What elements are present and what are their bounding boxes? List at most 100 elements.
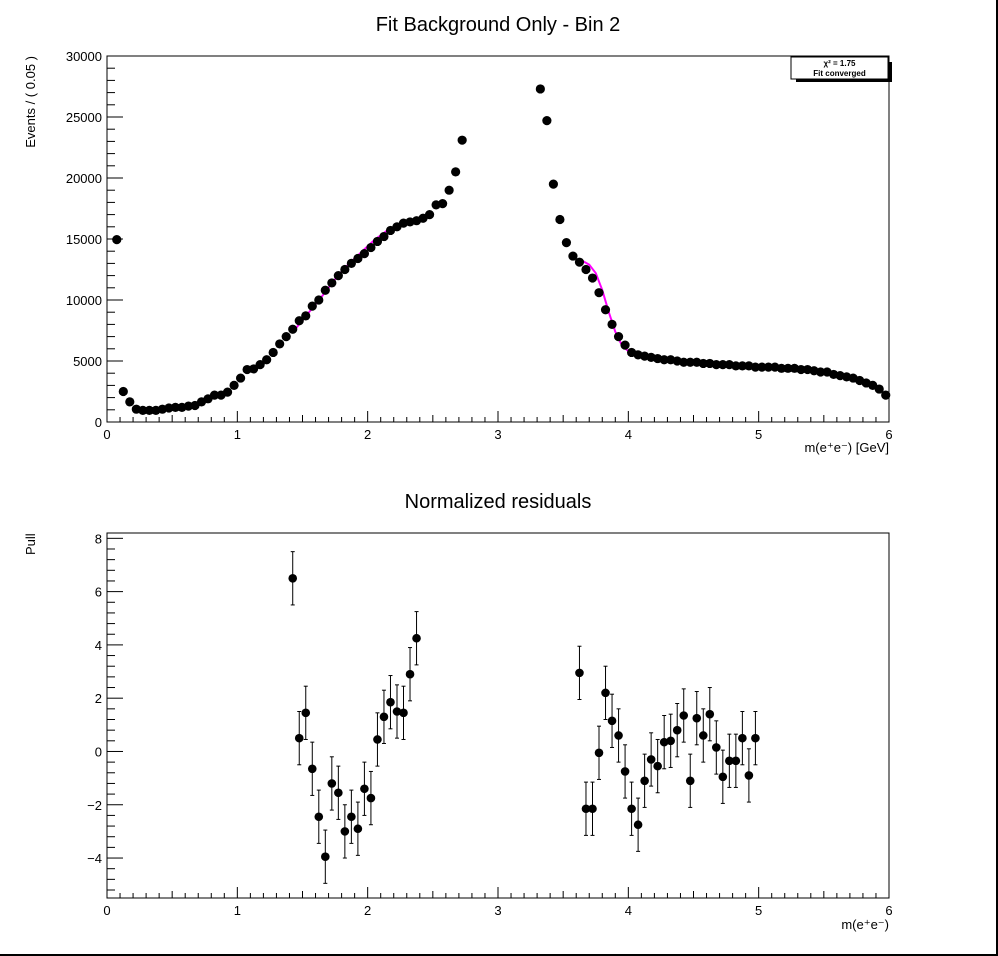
data-point — [327, 278, 337, 288]
pull-point — [353, 824, 363, 834]
bottom-panel: Normalized residuals 0 1 2 3 4 5 6 −4 −2 0 2 4 6 8 m(… — [23, 491, 893, 932]
top-y-tick-label: 15000 — [66, 232, 102, 247]
data-point — [718, 360, 728, 370]
data-point — [815, 367, 826, 377]
pull-point — [679, 711, 689, 720]
data-point — [288, 324, 298, 334]
pull-point — [588, 804, 597, 814]
pull-point — [581, 804, 591, 814]
pull-point — [725, 756, 734, 766]
data-point — [698, 358, 708, 369]
pull-point — [373, 735, 382, 744]
data-point — [685, 357, 695, 367]
bottom-y-tick-label: 2 — [95, 691, 102, 706]
data-point — [457, 135, 467, 145]
bottom-axes: 0 1 2 3 4 5 6 −4 −2 0 2 4 6 8 — [87, 531, 892, 918]
pull-point — [646, 755, 656, 764]
data-point — [340, 264, 350, 275]
pull-point — [653, 761, 662, 771]
top-y-axis-label: Events / ( 0.05 ) — [23, 56, 38, 148]
data-point — [783, 363, 793, 373]
top-x-tick-label: 1 — [234, 427, 241, 442]
pull-point — [307, 764, 317, 774]
pull-point — [659, 737, 669, 747]
data-point — [757, 362, 767, 372]
pull-point — [640, 776, 649, 786]
top-axes: 0 1 2 3 4 5 6 0 5000 10000 15000 20000 25000 30000 — [66, 49, 893, 442]
pull-point — [386, 697, 395, 707]
bottom-y-tick-label: −2 — [87, 798, 102, 813]
pull-point — [327, 779, 337, 788]
pull-point — [627, 804, 636, 814]
data-point — [255, 360, 265, 370]
pull-point — [379, 712, 389, 722]
bottom-x-tick-label: 2 — [364, 903, 371, 918]
data-point — [307, 301, 317, 311]
data-point — [555, 214, 565, 225]
pull-point — [705, 709, 715, 719]
pull-point — [321, 852, 330, 862]
data-point — [294, 316, 304, 326]
pull-point — [633, 820, 643, 830]
data-point — [372, 236, 383, 247]
pull-point — [666, 736, 675, 746]
bottom-x-tick-label: 5 — [755, 903, 762, 918]
top-x-axis-label: m(e⁺e⁻) [GeV] — [804, 440, 889, 455]
top-panel: Fit Background Only - Bin 2 0 1 2 3 4 5 6 0 5000… — [23, 14, 893, 455]
data-point — [659, 355, 669, 365]
pull-point — [744, 771, 754, 780]
pull-point — [360, 784, 369, 794]
data-point — [118, 386, 128, 397]
pull-point — [738, 733, 747, 743]
data-point — [587, 273, 598, 283]
pull-point — [607, 716, 617, 726]
data-point — [568, 251, 578, 261]
pull-point — [399, 708, 408, 718]
pull-point — [301, 708, 311, 718]
data-point — [796, 364, 806, 375]
pull-point — [620, 767, 630, 776]
data-point — [881, 390, 891, 400]
data-point — [763, 362, 774, 372]
data-point — [451, 167, 461, 177]
data-point — [229, 380, 239, 390]
data-point — [301, 311, 311, 321]
top-y-tick-label: 25000 — [66, 110, 102, 125]
data-point — [776, 363, 787, 373]
bottom-y-tick-label: 0 — [95, 744, 102, 759]
bottom-x-axis-label: m(e⁺e⁻) — [841, 917, 889, 932]
data-point — [359, 249, 370, 259]
data-point — [235, 373, 246, 383]
top-y-tick-label: 10000 — [66, 293, 102, 308]
data-point — [366, 242, 376, 253]
pull-point — [334, 788, 343, 798]
data-point — [438, 199, 448, 209]
legend-box — [790, 56, 889, 80]
bottom-y-tick-label: 8 — [95, 531, 102, 546]
pull-point — [347, 812, 356, 822]
data-point — [222, 387, 233, 397]
pull-point — [601, 688, 610, 698]
pull-point — [575, 668, 584, 678]
data-point — [262, 355, 272, 365]
fit-legend: χ² = 1.75 Fit converged — [790, 56, 892, 82]
bottom-y-tick-label: 6 — [95, 585, 102, 600]
data-point — [874, 384, 884, 394]
top-x-tick-label: 4 — [625, 427, 632, 442]
data-point — [444, 185, 454, 195]
legend-fit-status: Fit converged — [813, 69, 866, 78]
bottom-pull-points — [288, 551, 760, 884]
data-point — [170, 402, 181, 412]
data-point — [379, 231, 389, 242]
data-point — [600, 305, 611, 315]
pull-point — [366, 793, 376, 803]
data-point — [209, 390, 220, 400]
data-point — [268, 347, 278, 358]
top-y-tick-label: 5000 — [73, 354, 102, 369]
top-x-tick-label: 3 — [494, 427, 501, 442]
pull-point — [692, 713, 702, 723]
top-x-tick-label: 2 — [364, 427, 371, 442]
pull-point — [731, 756, 741, 766]
pull-point — [340, 827, 350, 836]
